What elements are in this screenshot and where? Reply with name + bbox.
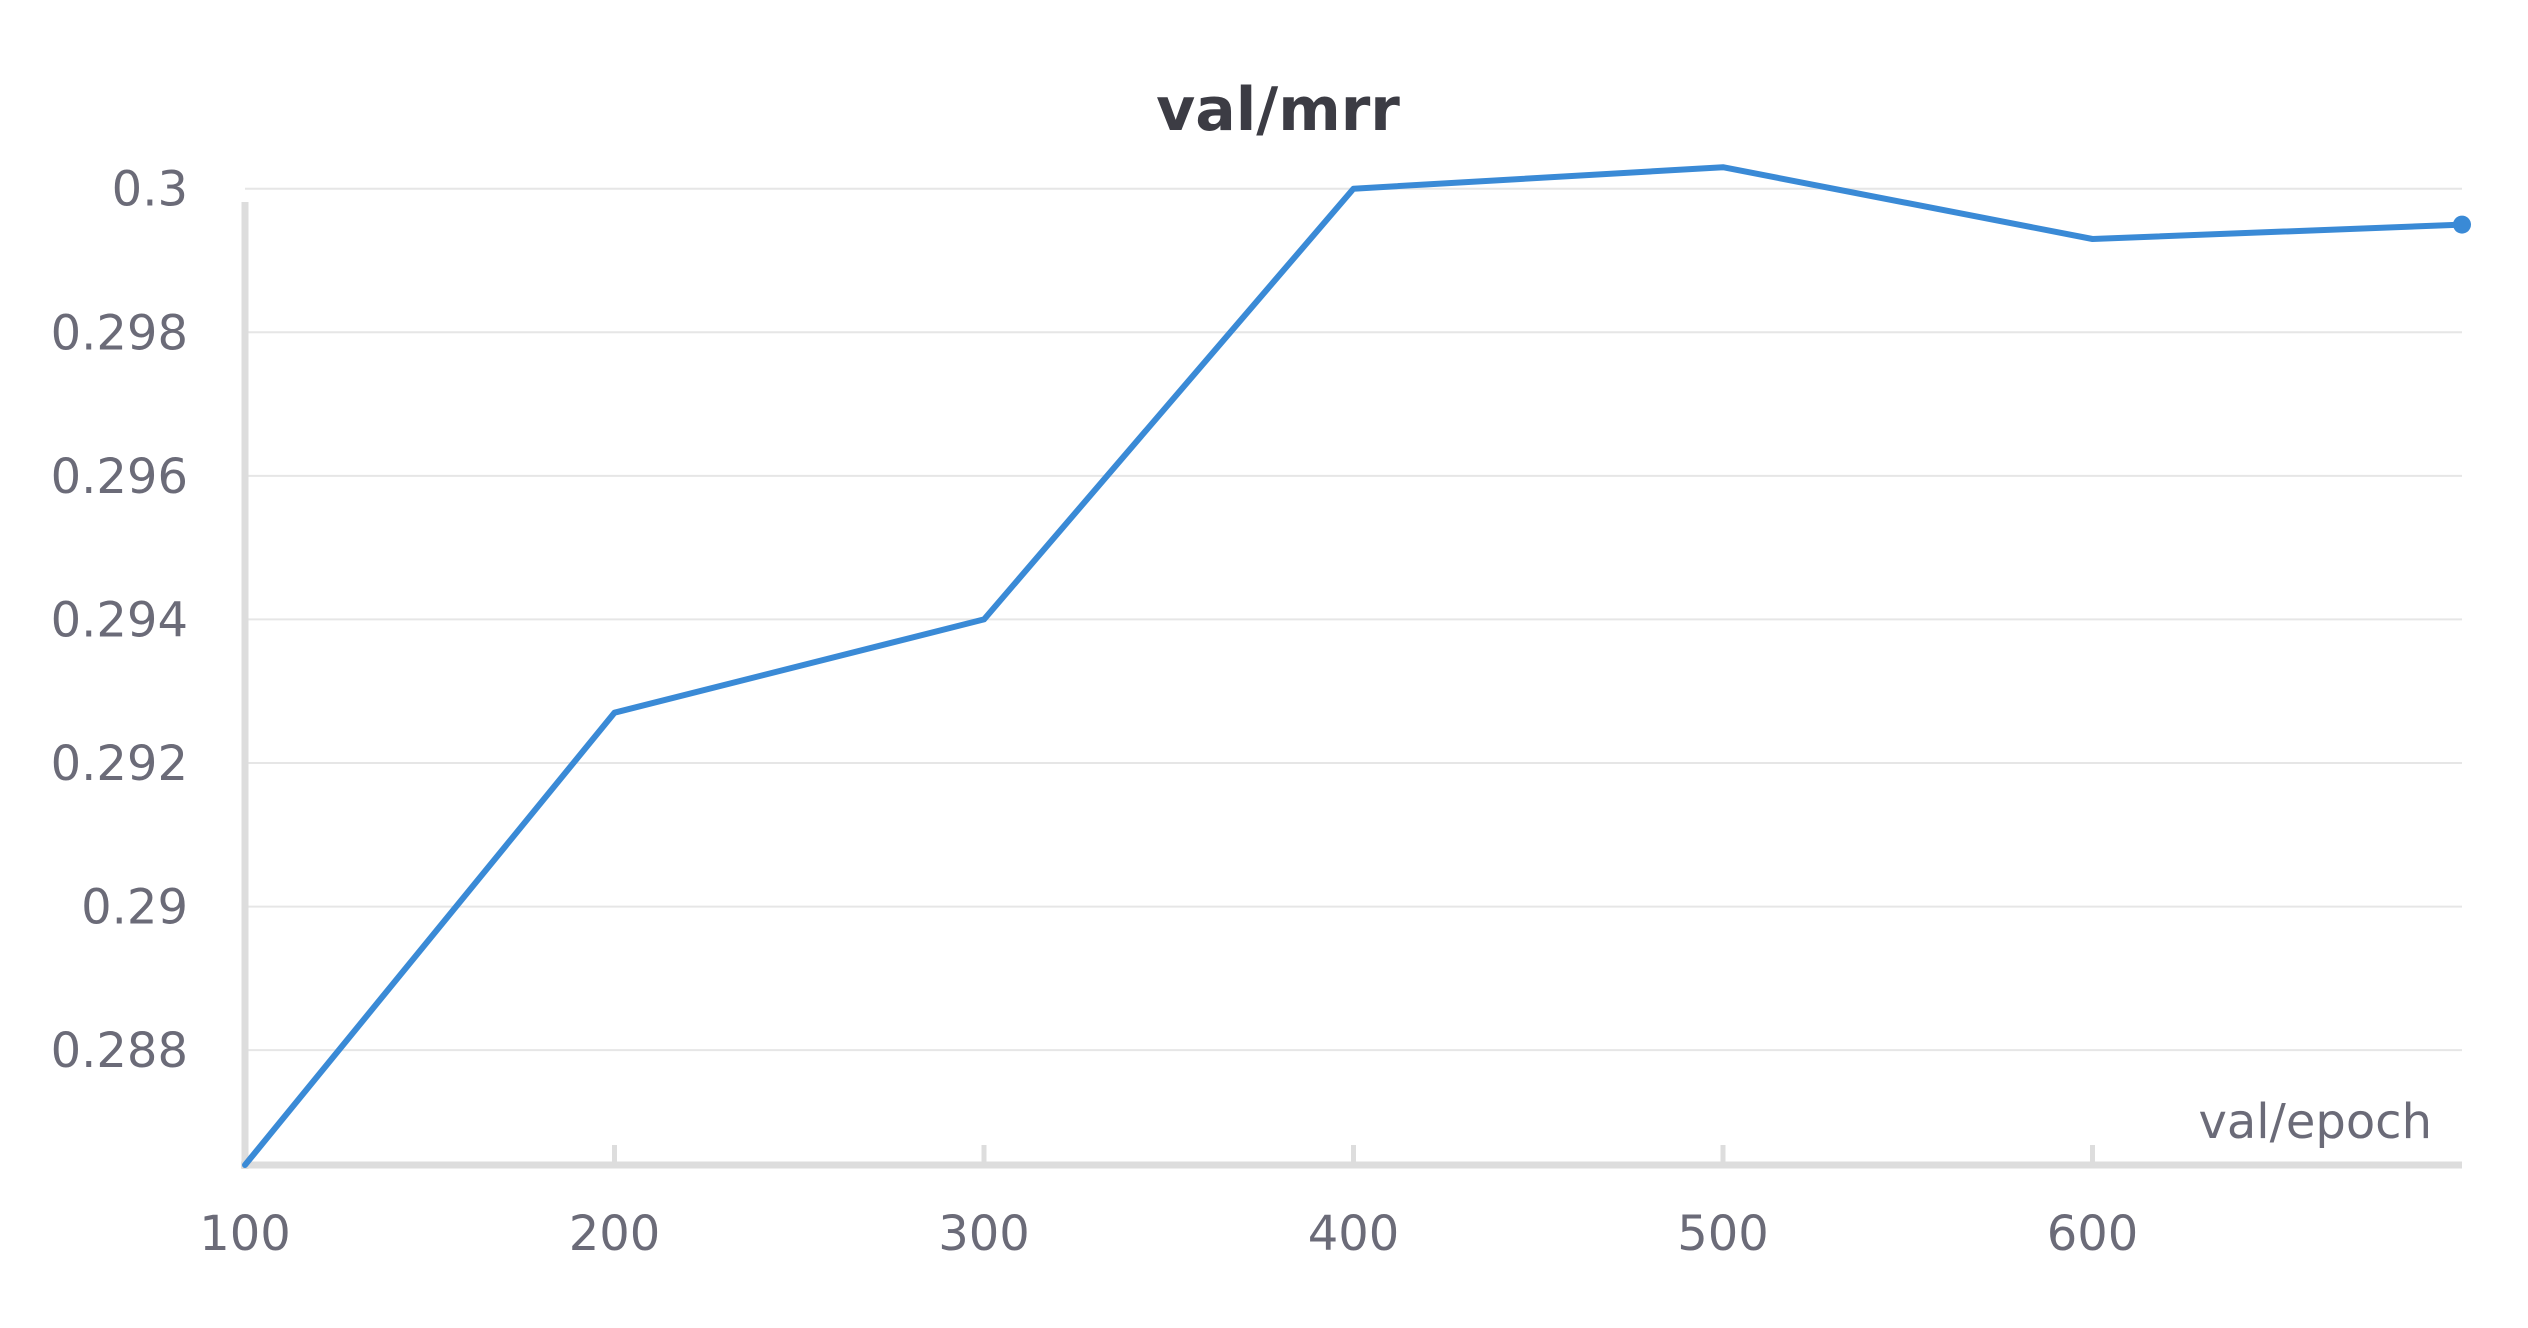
x-tick-label: 600: [2047, 1206, 2139, 1262]
y-tick-labels: 0.288 0.29 0.292 0.294 0.296 0.298 0.3: [51, 162, 188, 1079]
axes: [241, 202, 2462, 1169]
series-line: [242, 164, 2465, 1168]
x-tick-label: 200: [569, 1206, 661, 1262]
y-tick-label: 0.288: [51, 1023, 188, 1079]
x-tick-label: 300: [938, 1206, 1030, 1262]
x-tick-label: 400: [1308, 1206, 1400, 1262]
y-tick-label: 0.3: [112, 162, 188, 218]
x-axis-label: val/epoch: [2198, 1094, 2432, 1150]
y-tick-label: 0.29: [81, 880, 188, 936]
series: [242, 164, 2471, 1168]
x-tick-labels: 100 200 300 400 500 600: [199, 1206, 2138, 1262]
data-point: [2453, 215, 2471, 234]
y-tick-label: 0.294: [51, 592, 188, 648]
y-tick-label: 0.296: [51, 449, 188, 505]
chart-title: val/mrr: [1156, 75, 1400, 145]
x-tick-label: 100: [199, 1206, 291, 1262]
y-tick-label: 0.298: [51, 305, 188, 361]
x-tick-label: 500: [1677, 1206, 1769, 1262]
gridlines: [245, 187, 2462, 1052]
y-tick-label: 0.292: [51, 736, 188, 792]
